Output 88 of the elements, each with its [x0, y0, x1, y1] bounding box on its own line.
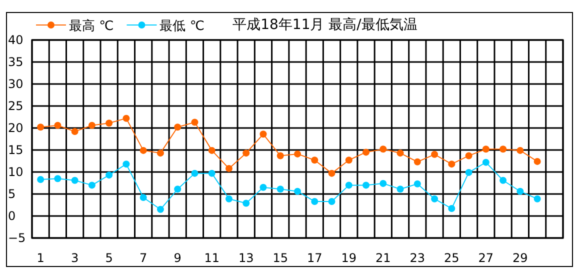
point — [311, 156, 318, 164]
point — [174, 124, 182, 131]
point — [534, 158, 541, 165]
chart-title: 平成18年11月 最高/最低気温 — [232, 17, 418, 33]
point — [328, 198, 336, 205]
x-tick-label: 1 — [36, 251, 44, 265]
point — [482, 146, 490, 153]
y-tick-label: 20 — [8, 121, 24, 135]
y-tick-label: 30 — [8, 77, 24, 91]
point — [37, 176, 44, 183]
x-tick-label: 7 — [140, 251, 148, 265]
point — [260, 184, 267, 191]
point — [345, 182, 352, 189]
point — [140, 146, 147, 154]
y-tick-label: 5 — [8, 187, 16, 201]
point — [465, 168, 472, 176]
point — [414, 180, 421, 188]
x-tick-label: 11 — [204, 251, 220, 265]
point — [191, 118, 198, 126]
x-tick-label: 23 — [410, 251, 426, 265]
x-tick-label: 15 — [272, 251, 288, 265]
point — [225, 164, 232, 172]
point — [174, 186, 182, 193]
point — [311, 198, 318, 205]
point — [88, 182, 96, 189]
x-tick-label: 13 — [238, 251, 254, 265]
legend-label: 最高 ℃ — [69, 18, 114, 34]
x-tick-label: 27 — [478, 251, 494, 265]
point — [156, 150, 164, 157]
y-tick-label: −5 — [8, 231, 26, 245]
point — [106, 172, 113, 179]
point — [482, 158, 490, 166]
point — [362, 148, 370, 156]
point — [122, 160, 130, 168]
point — [294, 150, 301, 158]
point — [54, 175, 62, 182]
legend-label: 最低 ℃ — [160, 19, 204, 34]
point — [88, 122, 96, 129]
point — [448, 205, 456, 212]
point — [140, 194, 147, 202]
x-tick-label: 5 — [105, 251, 113, 265]
point — [380, 146, 387, 153]
point — [396, 186, 404, 193]
x-tick-label: 3 — [71, 251, 79, 265]
point — [106, 120, 113, 127]
point — [191, 170, 198, 177]
point — [71, 176, 78, 184]
point — [242, 200, 250, 207]
x-tick-label: 19 — [341, 251, 357, 265]
y-tick-label: 35 — [8, 55, 24, 69]
y-tick-label: 10 — [8, 165, 24, 179]
point — [122, 114, 130, 122]
point — [448, 160, 456, 168]
point — [156, 206, 164, 213]
point — [431, 195, 438, 202]
y-tick-label: 25 — [8, 99, 24, 113]
point — [380, 180, 387, 187]
point — [294, 188, 301, 195]
point — [345, 156, 352, 164]
x-tick-label: 25 — [444, 251, 460, 265]
point — [71, 128, 78, 136]
y-tick-label: 0 — [8, 209, 16, 223]
point — [534, 195, 541, 202]
point — [54, 122, 62, 129]
point — [208, 170, 216, 177]
point — [37, 124, 44, 131]
y-tick-label: 15 — [8, 143, 24, 157]
x-tick-label: 9 — [174, 251, 182, 265]
point — [414, 158, 421, 166]
point — [362, 182, 370, 189]
x-tick-label: 21 — [376, 251, 391, 265]
point — [208, 146, 216, 154]
point — [276, 152, 284, 160]
x-tick-label: 29 — [512, 251, 528, 265]
x-tick-label: 17 — [306, 251, 322, 265]
point — [500, 176, 507, 184]
point — [260, 130, 267, 138]
point — [276, 186, 284, 193]
point — [516, 188, 524, 195]
point — [225, 195, 232, 202]
point — [431, 150, 438, 158]
point — [500, 146, 507, 153]
point — [516, 146, 524, 154]
y-tick-label: 40 — [8, 33, 24, 47]
point — [242, 150, 250, 157]
point — [465, 152, 472, 160]
point — [328, 170, 336, 177]
point — [396, 150, 404, 157]
